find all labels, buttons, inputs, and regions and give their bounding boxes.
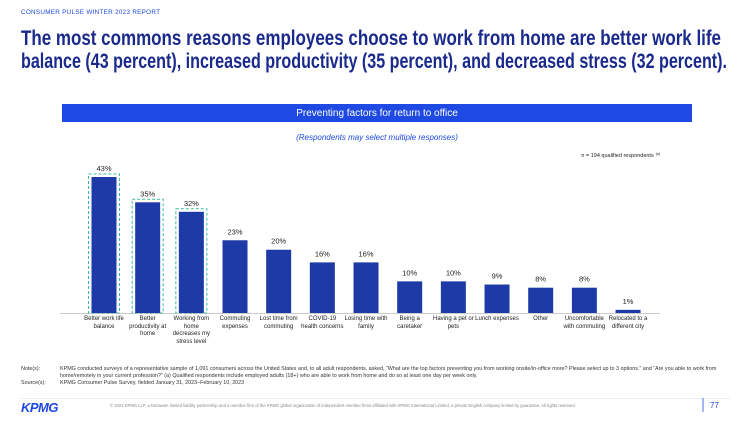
category-label: Losing time with family <box>344 316 388 330</box>
value-label: 16% <box>315 249 330 258</box>
report-label: CONSUMER PULSE WINTER 2023 REPORT <box>21 9 161 16</box>
bar <box>397 281 423 313</box>
value-label: 23% <box>228 227 243 236</box>
value-label: 43% <box>96 164 111 173</box>
bar <box>353 262 379 313</box>
bar <box>178 211 204 313</box>
category-label: Being a caretaker <box>397 316 423 330</box>
category-label: Relocated to a different city <box>608 316 648 330</box>
value-label: 32% <box>184 199 199 208</box>
bar <box>266 249 292 313</box>
sample-note-text: n = 194 qualified respondents <box>581 153 654 159</box>
chart-subtitle: (Respondents may select multiple respons… <box>296 133 458 142</box>
bar <box>615 309 641 313</box>
sample-note: n = 194 qualified respondents (a) <box>581 152 660 159</box>
title-line: balance (43 percent), increased producti… <box>21 50 727 73</box>
category-label: Better work life balance <box>84 316 124 330</box>
value-label: 8% <box>535 275 546 284</box>
bar <box>91 177 117 313</box>
value-label: 10% <box>402 268 417 277</box>
category-label: Uncomfortable with commuting <box>563 316 606 330</box>
bar <box>222 240 248 313</box>
note-text: KPMG conducted surveys of a representati… <box>60 366 717 379</box>
category-label: Lunch expenses <box>475 316 519 322</box>
bar <box>135 202 161 313</box>
sample-note-ref: (a) <box>656 152 660 156</box>
copyright: © 2023 KPMG LLP, a Delaware limited liab… <box>110 403 576 408</box>
page-number: 77 <box>710 401 719 410</box>
chart-title: Preventing factors for return to office <box>296 108 458 119</box>
value-label: 8% <box>579 275 590 284</box>
category-label: Working from home decreases my stress le… <box>172 316 210 345</box>
category-label: Better productivity at home <box>129 316 167 337</box>
category-label: COVID-19 health concerns <box>301 316 344 330</box>
category-label: Lost time from commuting <box>259 316 298 330</box>
value-label: 35% <box>140 189 155 198</box>
bar <box>484 284 510 313</box>
source-text: KPMG Consumer Pulse Survey, fielded Janu… <box>60 380 245 386</box>
banner <box>62 104 692 122</box>
category-label: Having a pet or pets <box>433 316 474 330</box>
value-label: 10% <box>446 268 461 277</box>
bar <box>440 281 466 313</box>
value-label: 20% <box>271 237 286 246</box>
category-label: Other <box>533 316 549 322</box>
bar <box>528 287 554 313</box>
value-label: 9% <box>492 272 503 281</box>
bar <box>309 262 335 313</box>
category-label: Commuting expenses <box>219 316 251 330</box>
note-label: Note(s): <box>21 366 41 372</box>
logo: KPMG <box>21 400 59 415</box>
source-label: Source(s): <box>21 380 46 386</box>
title-line: The most commons reasons employees choos… <box>21 27 721 50</box>
value-label: 16% <box>359 249 374 258</box>
bar <box>571 287 597 313</box>
value-label: 1% <box>623 297 634 306</box>
